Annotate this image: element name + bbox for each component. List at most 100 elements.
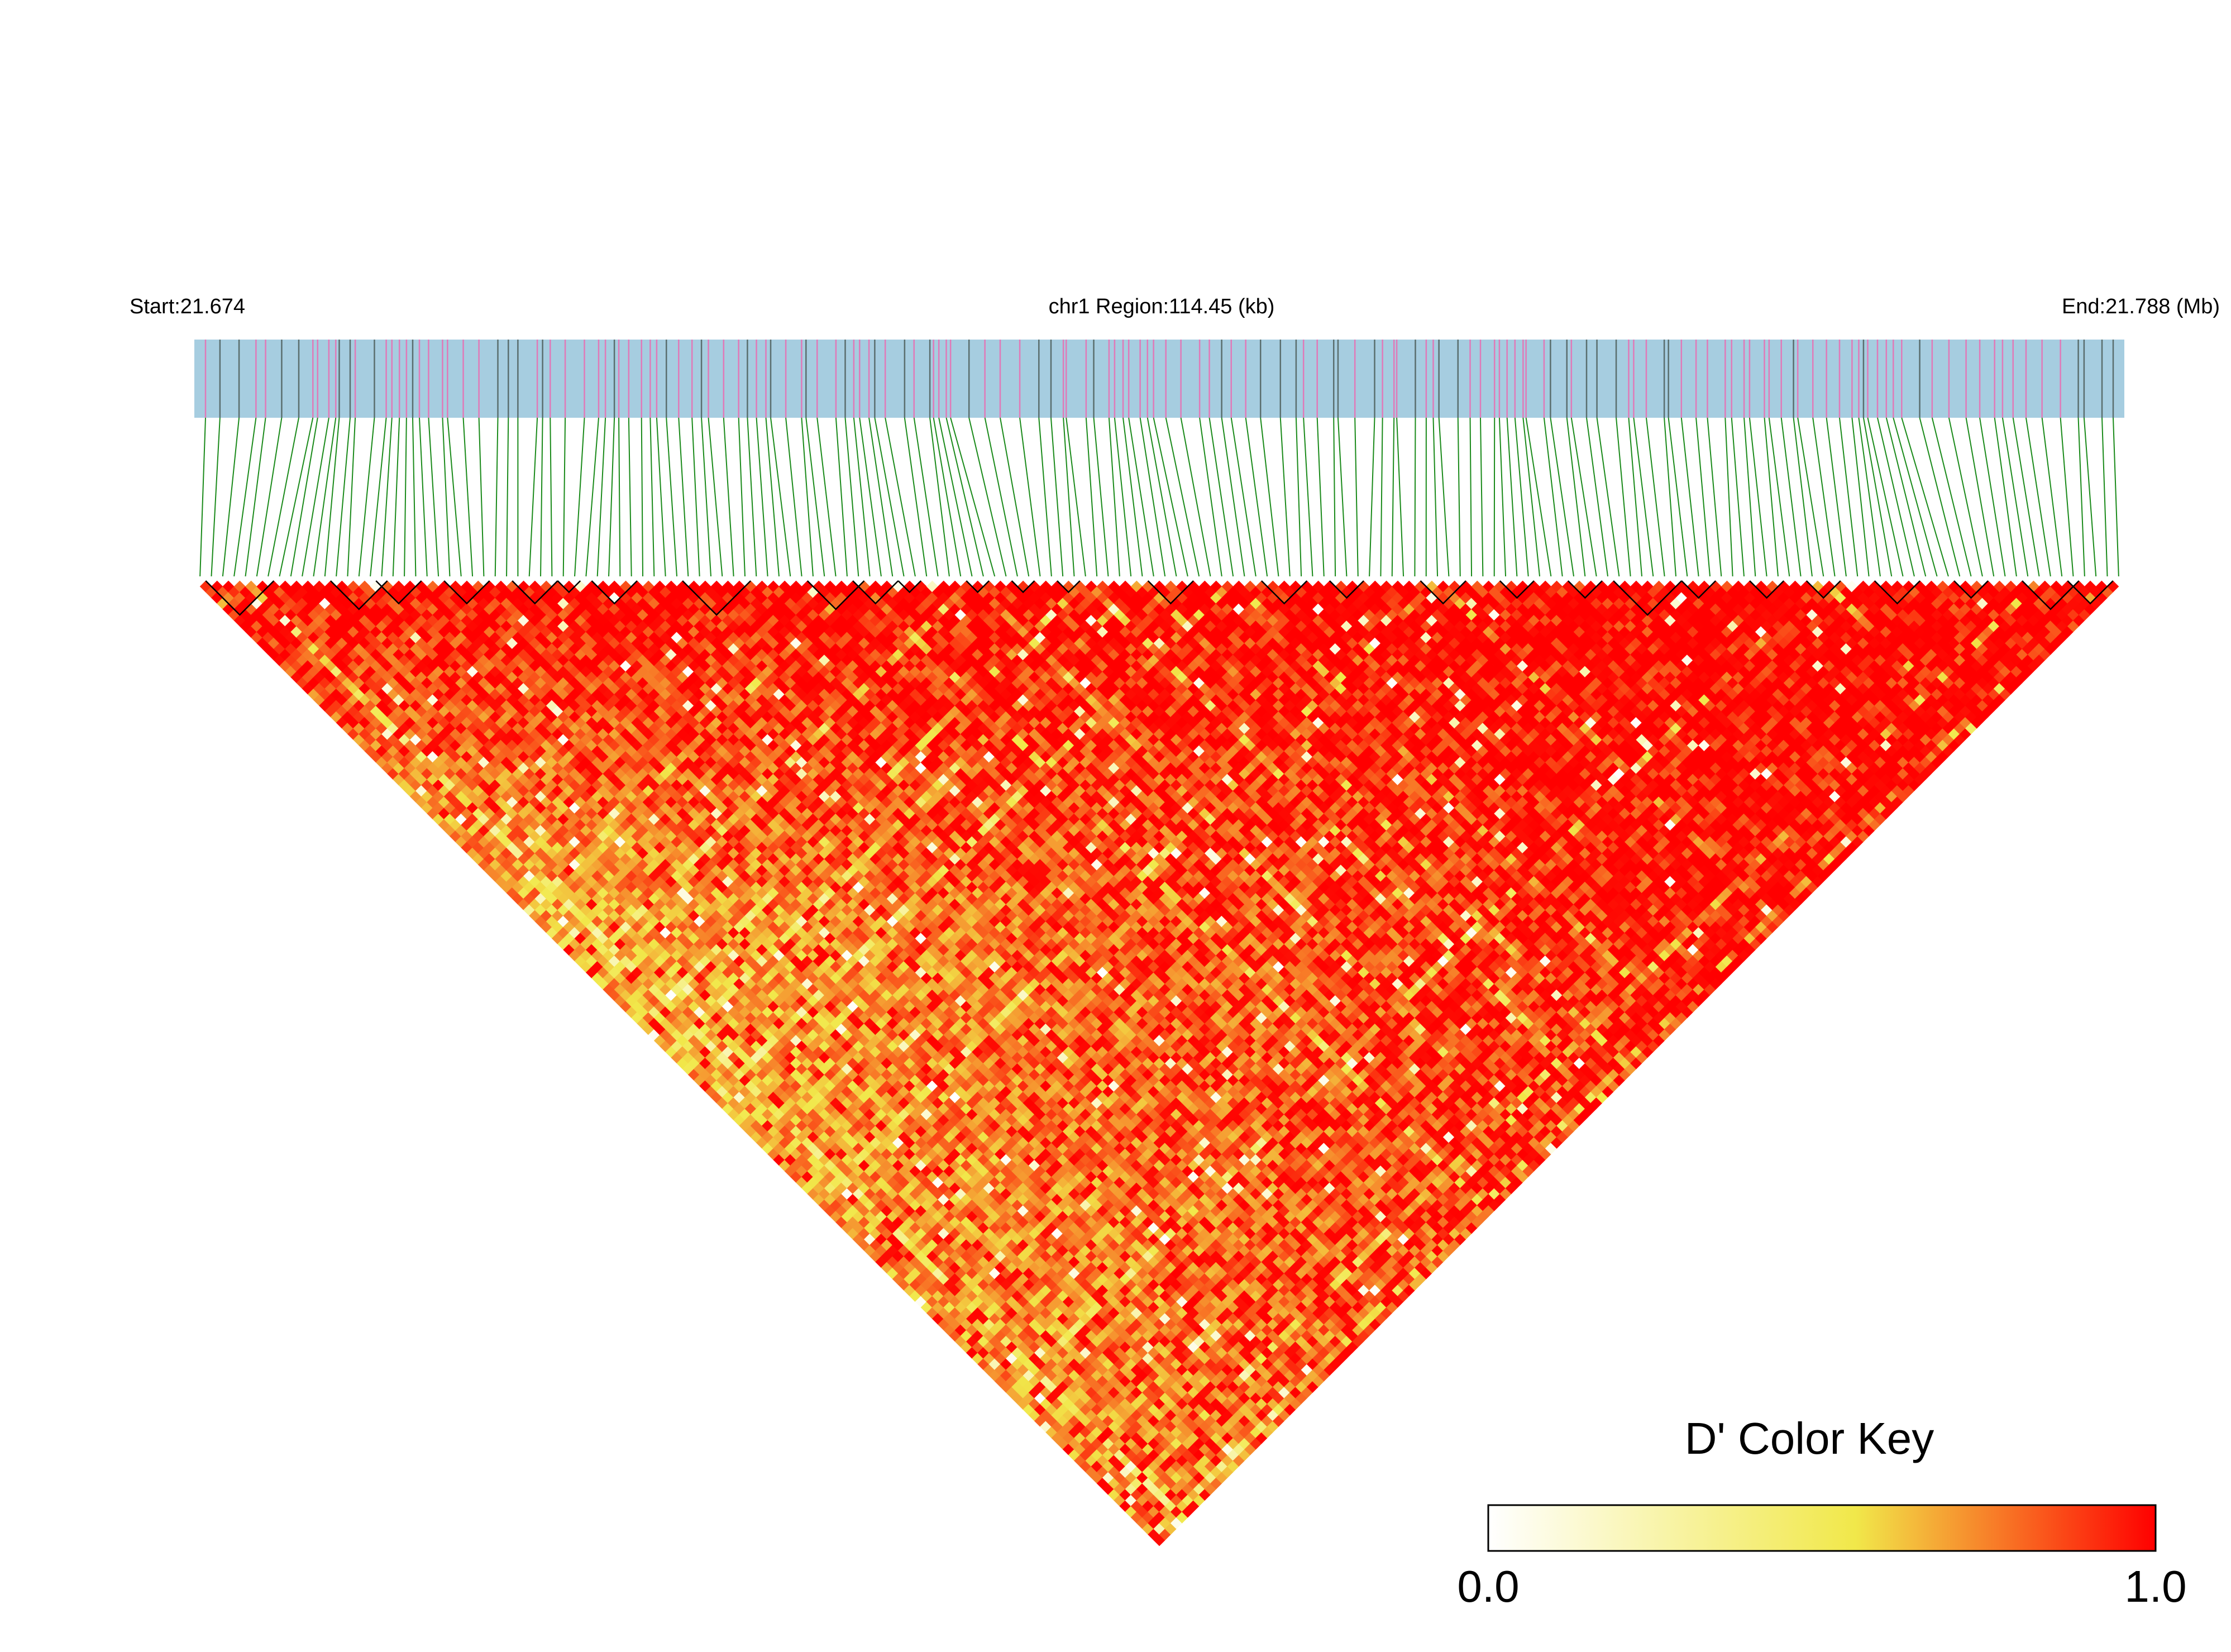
- snp-connector: [2003, 418, 2028, 576]
- snp-connector: [1303, 418, 1312, 576]
- snp-connector: [1200, 418, 1222, 576]
- snp-connector: [1571, 418, 1597, 576]
- snp-connector: [404, 418, 407, 576]
- snp-connector: [1397, 418, 1403, 576]
- snp-connector: [2013, 418, 2039, 576]
- snp-connector: [757, 418, 768, 576]
- snp-connector: [279, 418, 313, 576]
- snp-connector: [1369, 418, 1374, 576]
- snp-connector: [1515, 418, 1528, 576]
- snp-connector: [2079, 418, 2085, 576]
- snp-connector: [464, 418, 473, 576]
- snp-connector: [1798, 418, 1823, 576]
- snp-connector: [347, 418, 355, 576]
- snp-connector: [359, 418, 375, 576]
- snp-connector: [1338, 418, 1346, 576]
- snp-connector: [1334, 418, 1335, 576]
- snp-connector: [428, 418, 438, 576]
- snp-connector: [1886, 418, 1926, 576]
- snp-connector: [1765, 418, 1778, 576]
- snp-connector: [1140, 418, 1165, 576]
- snp-connector: [946, 418, 983, 576]
- snp-connector: [724, 418, 734, 576]
- snp-connector: [419, 418, 427, 576]
- snp-connector: [1550, 418, 1574, 576]
- snp-connector: [200, 418, 206, 576]
- snp-connector: [739, 418, 745, 576]
- snp-connector: [575, 418, 584, 576]
- snp-connector: [692, 418, 699, 576]
- snp-connector: [905, 418, 926, 576]
- snp-connector: [1000, 418, 1029, 576]
- snp-connector: [370, 418, 386, 576]
- ld-cells: [200, 581, 2119, 1546]
- snp-connector: [1628, 418, 1642, 576]
- snp-connector: [786, 418, 802, 576]
- snp-connector: [642, 418, 643, 576]
- snp-connector: [2084, 418, 2096, 576]
- snp-connector: [2026, 418, 2051, 576]
- snp-connector: [1781, 418, 1801, 576]
- snp-connector: [701, 418, 711, 576]
- snp-connector: [1433, 418, 1437, 576]
- snp-connector: [1980, 418, 2005, 576]
- snp-connector: [1995, 418, 2017, 576]
- snp-connector: [914, 418, 938, 576]
- snp-connector: [1813, 418, 1835, 576]
- snp-connector: [939, 418, 972, 576]
- snp-connector: [268, 418, 299, 576]
- snp-connector: [1020, 418, 1040, 576]
- snp-connector: [1439, 418, 1449, 576]
- snp-connector: [1109, 418, 1120, 576]
- snp-connector: [211, 418, 219, 576]
- snp-connector: [541, 418, 543, 576]
- snp-connector: [1051, 418, 1063, 576]
- snp-connector: [1296, 418, 1301, 576]
- snp-connector: [257, 418, 282, 576]
- snp-connector: [801, 418, 813, 576]
- snp-connector: [1260, 418, 1278, 576]
- snp-connector: [934, 418, 961, 576]
- snp-connector: [1507, 418, 1517, 576]
- snp-connector: [413, 418, 415, 576]
- snp-connector: [1725, 418, 1732, 576]
- snp-track: [194, 340, 2124, 418]
- snp-connector: [1893, 418, 1937, 576]
- snp-connector: [1317, 418, 1324, 576]
- snp-connector: [859, 418, 881, 576]
- snp-connector: [1633, 418, 1653, 576]
- snp-connector: [657, 418, 666, 576]
- snp-connector: [650, 418, 654, 576]
- snp-connector: [1597, 418, 1619, 576]
- snp-connector: [563, 418, 565, 576]
- snp-connector: [1494, 418, 1495, 576]
- snp-connector: [1732, 418, 1744, 576]
- snp-connector: [442, 418, 450, 576]
- snp-connector: [666, 418, 677, 576]
- snp-connector: [1115, 418, 1131, 576]
- snp-connector: [1222, 418, 1245, 576]
- snp-connector: [771, 418, 790, 576]
- snp-connector: [2061, 418, 2074, 576]
- snp-connector: [1480, 418, 1483, 576]
- snp-connector: [1392, 418, 1394, 576]
- snp-connector: [381, 418, 391, 576]
- snp-connector: [1380, 418, 1382, 576]
- snp-connector: [1499, 418, 1506, 576]
- snp-connector: [836, 418, 847, 576]
- snp-connector: [1696, 418, 1710, 576]
- snp-connector: [1867, 418, 1903, 576]
- snp-connector: [1587, 418, 1608, 576]
- snp-connector: [1148, 418, 1177, 576]
- snp-connector: [1039, 418, 1052, 576]
- snp-connector: [1827, 418, 1846, 576]
- snp-connector: [223, 418, 239, 576]
- snp-connector: [1567, 418, 1585, 576]
- snp-connector: [619, 418, 620, 576]
- snp-connector: [1281, 418, 1290, 576]
- snp-connector: [985, 418, 1017, 576]
- snp-connector-lines: [200, 418, 2119, 576]
- snp-connector: [1646, 418, 1665, 576]
